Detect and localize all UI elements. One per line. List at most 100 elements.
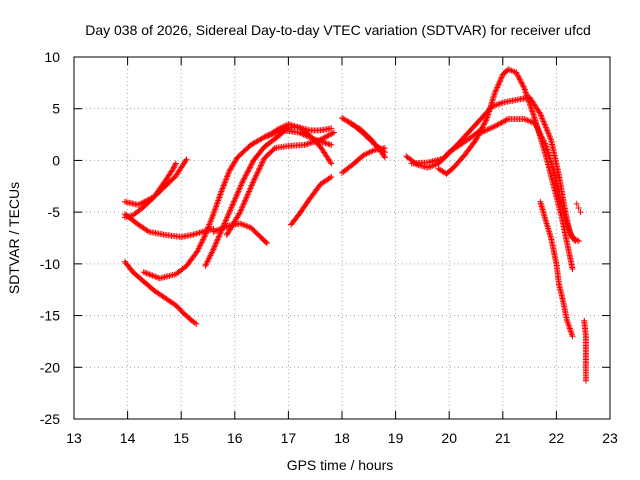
data-point	[528, 107, 535, 114]
data-point	[229, 201, 236, 208]
x-axis-label: GPS time / hours	[287, 457, 394, 473]
data-point	[172, 160, 179, 167]
data-point	[216, 232, 223, 239]
data-point	[243, 171, 250, 178]
data-point	[530, 111, 537, 118]
axis-ticks: 13 14 15 16 17 18 19 20 21 22 23 -25 -20 -15 -10 -5 0 5 10	[40, 49, 618, 446]
data-point	[496, 80, 503, 87]
x-tick-label: 18	[334, 430, 350, 446]
data-point	[498, 74, 505, 81]
data-point	[240, 176, 247, 183]
data-point	[531, 120, 538, 127]
data-point	[227, 205, 234, 212]
data-point	[249, 179, 256, 186]
data-point	[481, 128, 488, 135]
data-point	[519, 80, 526, 87]
data-point	[296, 129, 303, 136]
data-point	[473, 135, 480, 142]
data-point	[539, 136, 546, 143]
data-point	[248, 161, 255, 168]
data-point	[207, 218, 214, 225]
data-point	[211, 243, 218, 250]
data-point	[566, 226, 573, 233]
x-tick-label: 21	[495, 430, 511, 446]
data-point	[259, 158, 266, 165]
series-track-6	[202, 124, 335, 269]
data-point	[235, 188, 242, 195]
data-point	[318, 136, 325, 143]
data-point	[238, 181, 245, 188]
data-point	[210, 246, 217, 253]
data-point	[246, 165, 253, 172]
data-point	[259, 159, 266, 166]
data-point	[490, 123, 497, 130]
data-point	[218, 186, 225, 193]
data-point	[245, 189, 252, 196]
data-point	[492, 88, 499, 95]
data-point	[533, 123, 540, 130]
data-point	[231, 197, 238, 204]
series-track-2	[121, 156, 190, 221]
data-point	[209, 214, 216, 221]
chart-title: Day 038 of 2026, Sidereal Day-to-day VTE…	[85, 22, 591, 38]
data-point	[241, 198, 248, 205]
data-point	[246, 188, 253, 195]
x-tick-label: 20	[441, 430, 457, 446]
data-point	[327, 159, 334, 166]
data-point	[483, 117, 490, 124]
data-point	[245, 167, 252, 174]
data-point	[328, 125, 335, 132]
data-point	[381, 154, 388, 161]
data-point	[577, 209, 584, 216]
data-point	[567, 229, 574, 236]
data-point	[492, 87, 499, 94]
data-point	[244, 169, 251, 176]
data-point	[237, 209, 244, 216]
data-point	[569, 333, 576, 340]
data-point	[147, 271, 154, 278]
data-point	[322, 133, 329, 140]
data-point	[495, 81, 502, 88]
data-point	[251, 175, 258, 182]
data-point	[239, 203, 246, 210]
data-point	[534, 124, 541, 131]
data-point	[562, 215, 569, 222]
data-point	[205, 224, 212, 231]
data-point	[220, 224, 227, 231]
data-point	[493, 85, 500, 92]
series-track-10	[288, 173, 335, 228]
series-track-20	[581, 317, 589, 384]
data-point	[236, 210, 243, 217]
data-point	[212, 242, 219, 249]
data-point	[205, 223, 212, 230]
series-track-17	[478, 116, 582, 245]
data-point	[252, 173, 259, 180]
data-point	[170, 164, 177, 171]
data-point	[140, 269, 147, 276]
data-point	[540, 137, 547, 144]
data-point	[566, 227, 573, 234]
data-point	[239, 179, 246, 186]
data-point	[237, 183, 244, 190]
data-point	[224, 172, 231, 179]
data-point	[238, 206, 245, 213]
data-point	[563, 218, 570, 225]
data-point	[225, 210, 232, 217]
data-point	[249, 181, 256, 188]
data-point	[539, 134, 546, 141]
data-point	[224, 214, 231, 221]
y-tick-label: 10	[44, 49, 60, 65]
data-point	[254, 169, 261, 176]
data-point	[513, 69, 520, 76]
data-point	[253, 171, 260, 178]
data-point	[493, 122, 500, 129]
data-point	[222, 224, 229, 231]
data-point	[516, 76, 523, 83]
data-point	[536, 130, 543, 137]
data-point	[230, 200, 237, 207]
data-point	[488, 124, 495, 131]
x-tick-label: 13	[66, 430, 82, 446]
data-point	[582, 377, 589, 384]
data-point	[491, 123, 498, 130]
